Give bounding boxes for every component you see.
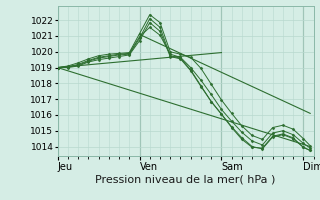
X-axis label: Pression niveau de la mer( hPa ): Pression niveau de la mer( hPa ) — [95, 174, 276, 184]
